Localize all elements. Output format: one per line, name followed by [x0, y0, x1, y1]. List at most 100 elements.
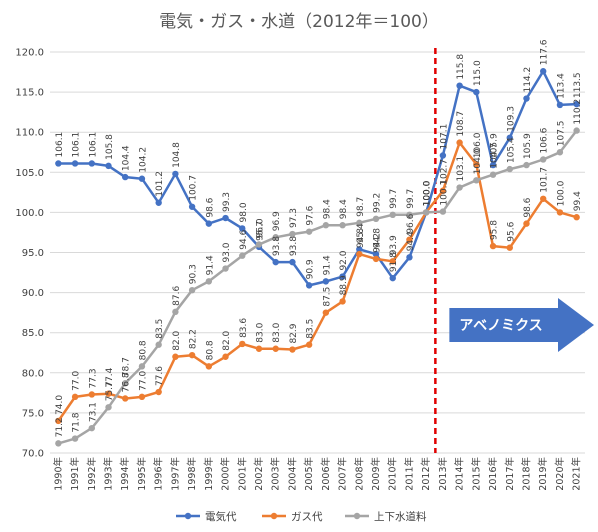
- data-label: 77.3: [88, 368, 98, 388]
- data-label: 83.0: [255, 322, 265, 342]
- data-label: 95.4: [356, 223, 366, 243]
- data-point: [55, 440, 62, 447]
- data-label: 71.8: [72, 412, 82, 432]
- data-label: 82.0: [222, 330, 232, 350]
- data-point: [322, 222, 330, 229]
- x-tick-label: 2004年: [286, 457, 298, 491]
- data-point: [422, 209, 430, 216]
- x-tick-label: 2005年: [303, 457, 315, 491]
- data-point: [222, 353, 229, 360]
- x-tick-label: 2015年: [470, 457, 482, 491]
- x-tick-label: 2009年: [370, 457, 382, 491]
- data-label: 107.5: [556, 120, 566, 146]
- x-tick-label: 1993年: [103, 457, 115, 491]
- y-tick-label: 100.0: [15, 208, 44, 219]
- data-point: [155, 341, 162, 348]
- data-label: 104.0: [473, 148, 483, 174]
- data-label: 113.4: [556, 73, 566, 99]
- data-point: [71, 160, 79, 167]
- data-label: 105.9: [490, 133, 500, 159]
- abenomics-label: アベノミクス: [459, 318, 542, 334]
- x-tick-label: 2014年: [454, 457, 466, 491]
- data-point: [439, 208, 447, 215]
- data-label: 77.4: [105, 367, 115, 387]
- x-tick-label: 2018年: [520, 457, 532, 491]
- data-label: 87.6: [172, 286, 182, 306]
- data-label: 77.0: [138, 371, 148, 391]
- data-point: [122, 173, 129, 181]
- data-label: 98.4: [322, 199, 332, 219]
- data-point: [356, 246, 363, 253]
- x-tick-label: 2007年: [337, 457, 349, 491]
- data-label: 98.6: [523, 197, 533, 217]
- data-point: [239, 340, 246, 348]
- data-point: [289, 258, 296, 266]
- data-label: 77.0: [72, 371, 82, 391]
- x-tick-label: 2012年: [420, 457, 432, 491]
- x-tick-label: 2002年: [253, 457, 265, 491]
- data-label: 104.4: [122, 145, 132, 171]
- data-point: [322, 278, 330, 285]
- data-label: 91.4: [322, 255, 332, 275]
- data-label: 83.5: [155, 319, 165, 339]
- x-tick-label: 1994年: [119, 457, 131, 491]
- data-point: [105, 390, 112, 397]
- data-point: [289, 346, 296, 353]
- data-point: [88, 160, 95, 167]
- abenomics-arrow: [449, 298, 594, 352]
- data-label: 99.4: [573, 191, 583, 211]
- data-label: 105.8: [105, 134, 115, 160]
- data-label: 105.4: [506, 137, 516, 163]
- series-line-1: [57, 141, 577, 422]
- data-label: 98.7: [356, 197, 366, 217]
- data-point: [389, 258, 396, 265]
- x-tick-label: 1999年: [203, 457, 215, 491]
- data-label: 113.5: [573, 72, 583, 98]
- legend: 電気代 ガス代 上下水道料: [176, 510, 427, 523]
- data-label: 90.3: [189, 264, 199, 284]
- data-label: 83.0: [272, 322, 282, 342]
- data-point: [105, 162, 112, 170]
- data-point: [222, 214, 229, 222]
- data-label: 104.7: [490, 143, 500, 169]
- y-tick-label: 95.0: [22, 248, 44, 259]
- data-label: 71.2: [55, 417, 65, 437]
- data-point: [138, 393, 146, 401]
- data-label: 98.6: [205, 197, 215, 217]
- x-tick-label: 2001年: [236, 457, 248, 491]
- x-tick-label: 2000年: [220, 457, 232, 491]
- data-label: 105.9: [523, 133, 533, 159]
- y-tick-label: 85.0: [22, 328, 44, 339]
- data-label: 99.7: [406, 189, 416, 209]
- data-label: 100.0: [423, 180, 433, 206]
- data-label: 94.6: [239, 229, 249, 249]
- legend-marker: [270, 512, 278, 520]
- data-label: 117.6: [540, 39, 550, 65]
- data-label: 74.0: [55, 395, 65, 415]
- data-label: 106.6: [540, 127, 550, 153]
- data-label: 110.2: [573, 99, 583, 125]
- data-point: [573, 100, 580, 108]
- data-label: 83.6: [239, 318, 249, 338]
- data-point: [489, 161, 497, 169]
- data-point: [71, 393, 79, 401]
- data-label: 93.8: [272, 236, 282, 256]
- data-point: [556, 149, 564, 156]
- data-label: 100.0: [423, 180, 433, 206]
- data-label: 104.8: [172, 142, 182, 168]
- data-point: [439, 152, 447, 159]
- data-label: 107.1: [439, 124, 449, 150]
- data-point: [523, 95, 530, 102]
- x-tick-label: 2017年: [504, 457, 516, 491]
- data-label: 96.9: [272, 211, 282, 231]
- data-point: [372, 215, 380, 223]
- data-label: 114.2: [523, 67, 533, 93]
- data-label: 78.7: [122, 357, 132, 377]
- data-label: 106.1: [55, 132, 65, 158]
- data-label: 94.8: [356, 228, 366, 248]
- data-point: [172, 308, 179, 316]
- data-point: [473, 177, 480, 184]
- data-label: 115.0: [473, 60, 483, 86]
- data-label: 100.1: [439, 180, 449, 206]
- series-line-0: [58, 69, 577, 287]
